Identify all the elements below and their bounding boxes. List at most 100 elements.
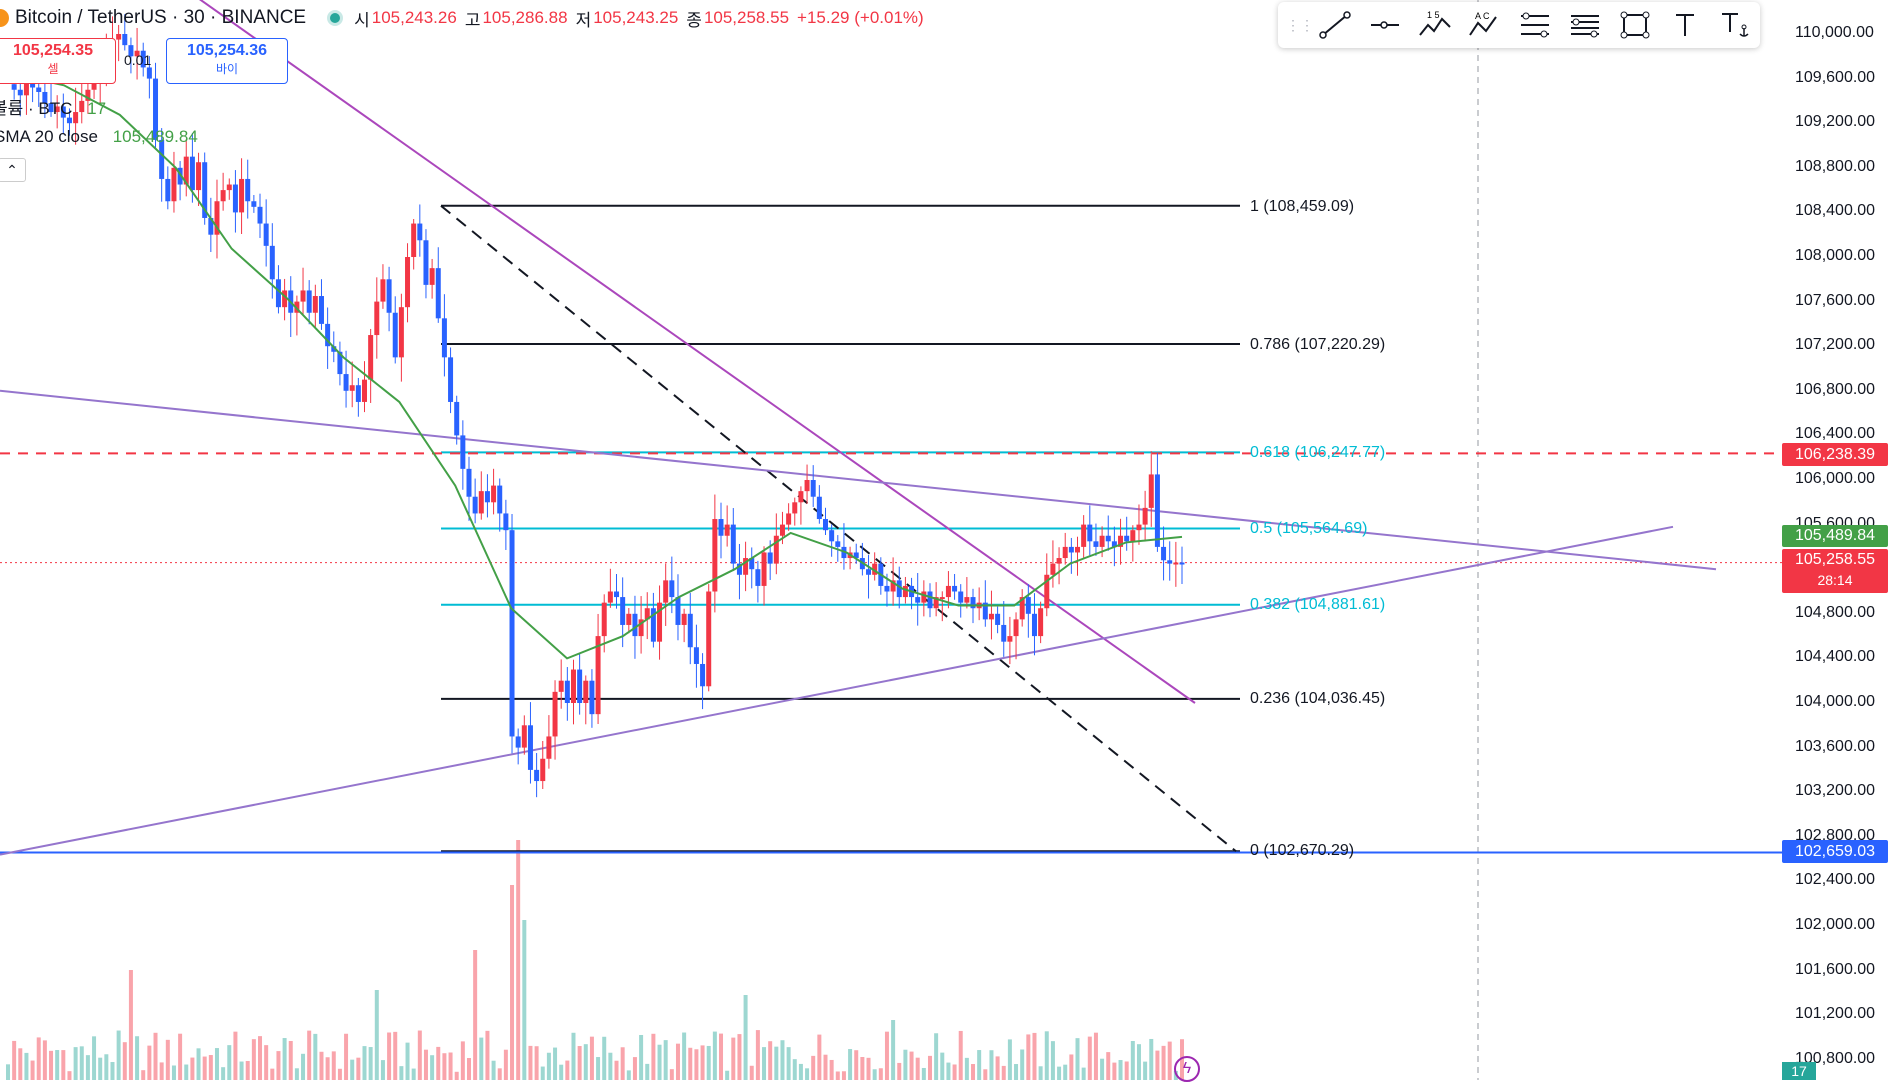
candle-body (171, 167, 177, 202)
support-price-tag[interactable]: 102,659.03 (1782, 840, 1888, 863)
candle-body (607, 591, 613, 603)
volume-bar (49, 1050, 54, 1080)
candle-body (405, 257, 411, 308)
symbol-title[interactable]: Bitcoin / TetherUS · 30 · BINANCE (15, 7, 307, 28)
abcd-pattern-icon[interactable]: A C (1460, 5, 1510, 45)
y-axis-tick: 103,600.00 (1795, 737, 1876, 755)
low-label: 저 (575, 10, 592, 30)
candle-body (66, 117, 72, 124)
volume-bar (596, 1057, 601, 1080)
volume-bar (1026, 1034, 1031, 1080)
candle-body (939, 597, 945, 600)
y-axis-tick: 106,000.00 (1795, 470, 1876, 487)
volume-bar (540, 1066, 545, 1080)
sma-price-tag: 105,489.84 (1782, 525, 1888, 547)
candle-body (220, 190, 226, 202)
volume-bar (417, 1030, 422, 1080)
volume-legend[interactable]: 볼륨 · BTC 17 (0, 94, 106, 119)
volume-bar (1112, 1062, 1117, 1080)
volume-bar (442, 1053, 447, 1080)
sma-line (7, 72, 1183, 660)
volume-bar (356, 1057, 361, 1080)
volume-bar (829, 1059, 834, 1080)
y-axis-tick: 104,800.00 (1795, 603, 1876, 621)
volume-bar (294, 1068, 299, 1080)
volume-bar (1044, 1031, 1049, 1080)
volume-bar (688, 1047, 693, 1080)
volume-bar (706, 1045, 711, 1080)
candle-body (970, 597, 976, 609)
candle-body (712, 519, 718, 592)
candle-body (890, 580, 896, 592)
volume-bar (1167, 1041, 1172, 1080)
volume-bar (1100, 1058, 1105, 1080)
volume-bar (995, 1056, 1000, 1080)
volume-bar (239, 1061, 244, 1080)
horizontal-ray-icon[interactable] (1360, 5, 1410, 45)
volume-bar (669, 1069, 674, 1080)
alert-price-tag[interactable]: 106,238.39 (1782, 443, 1888, 466)
anchored-text-icon[interactable] (1710, 5, 1760, 45)
candle-body (312, 296, 318, 313)
candle-body (23, 78, 29, 96)
candle-body (159, 139, 165, 179)
volume-bar (362, 1046, 367, 1080)
candle-body (386, 279, 392, 313)
volume-bar (1118, 1060, 1123, 1080)
volume-bar (251, 1039, 256, 1080)
lightning-icon[interactable]: ϟ (1174, 1056, 1200, 1082)
fib-level-label: 0 (102,670.29) (1250, 842, 1355, 859)
elliott-wave-icon[interactable]: 1 5 (1410, 5, 1460, 45)
candle-body (36, 87, 42, 92)
candle-body (441, 318, 447, 358)
rectangle-icon[interactable] (1610, 5, 1660, 45)
y-axis-tick: 106,400.00 (1795, 425, 1876, 443)
volume-bar (749, 1065, 754, 1080)
close-label: 종 (686, 10, 702, 30)
buy-price: 105,254.36 (186, 42, 268, 59)
volume-bar (1057, 1066, 1062, 1080)
fib-retracement-icon[interactable] (1510, 5, 1560, 45)
y-axis-tick: 101,200.00 (1795, 1005, 1876, 1023)
volume-bar (983, 1069, 988, 1080)
volume-bar (350, 1059, 355, 1080)
volume-bar (602, 1036, 607, 1080)
candle-body (355, 385, 361, 402)
text-icon[interactable] (1660, 5, 1710, 45)
candle-body (349, 385, 355, 391)
candle-body (743, 558, 749, 575)
volume-bar (85, 1055, 90, 1080)
fib-extension-icon[interactable] (1560, 5, 1610, 45)
candle-body (564, 680, 570, 703)
volume-bar (528, 1045, 533, 1080)
volume-bar (583, 1044, 588, 1080)
volume-bar (491, 1060, 496, 1080)
volume-bar (18, 1048, 23, 1080)
candle-body (773, 535, 779, 564)
volume-bar (743, 995, 748, 1080)
volume-bar (67, 1071, 72, 1080)
collapse-legend-button[interactable]: ⌃ (0, 158, 26, 182)
candle-body (1050, 563, 1056, 575)
candle-body (527, 725, 533, 770)
buy-button[interactable]: 105,254.36 바이 (166, 38, 288, 84)
open-label: 시 (354, 10, 370, 30)
volume-bar (1161, 1045, 1166, 1080)
volume-bar (227, 1045, 232, 1080)
volume-bar (952, 1064, 957, 1080)
volume-bar (516, 840, 521, 1080)
volume-bar (510, 885, 515, 1080)
order-quantity[interactable]: 0.01 (124, 52, 152, 68)
candle-body (761, 552, 767, 586)
symbol-header: Bitcoin / TetherUS · 30 · BINANCE 시 105,… (0, 6, 932, 30)
candle-body (509, 530, 515, 737)
sma-legend[interactable]: SMA 20 close 105,489.84 (0, 127, 198, 147)
volume-bar (1143, 1061, 1148, 1080)
high-label: 고 (464, 10, 481, 30)
candle-body (1025, 597, 1031, 614)
drag-handle-icon[interactable]: ⋮⋮ (1286, 16, 1314, 33)
volume-bar (977, 1050, 982, 1080)
trend-line-icon[interactable] (1310, 5, 1360, 45)
sell-button[interactable]: 105,254.35 셀 (0, 38, 116, 84)
